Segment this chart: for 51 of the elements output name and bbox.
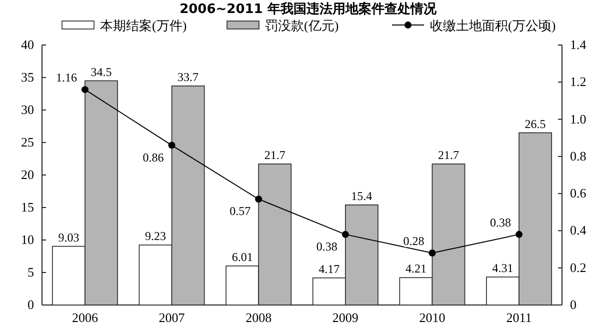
data-label: 33.7 [178,70,199,84]
y-tick-label: 40 [21,37,34,52]
x-tick-label: 2009 [332,310,358,325]
data-label: 26.5 [524,116,546,131]
y2-tick-label: 0.6 [570,186,587,201]
y2-tick-label: 1.4 [570,37,587,52]
legend-label: 罚没款(亿元) [265,18,339,33]
data-label: 0.86 [142,150,164,164]
data-label: 9.03 [58,230,80,244]
y2-tick-label: 1.2 [570,74,586,90]
data-label: 0.38 [316,239,338,254]
data-label: 15.4 [351,188,372,203]
legend-label: 本期结案(万件) [100,18,187,33]
data-label: 4.21 [405,262,426,276]
data-label: 4.31 [492,260,514,275]
y-tick-label: 0 [28,297,34,312]
y-tick-label: 10 [21,232,34,247]
y-tick-label: 25 [21,134,34,150]
point [428,250,436,256]
data-label: 21.7 [264,148,286,162]
x-tick-label: 2008 [246,310,272,325]
x-tick-label: 2006 [72,310,98,325]
y2-tick-label: 0 [570,297,576,312]
data-label: 21.7 [438,148,459,162]
data-label: 6.01 [232,250,253,264]
data-label: 1.16 [56,70,77,85]
y2-tick-label: 1.0 [570,111,586,126]
legend-label: 收缴土地面积(万公顷) [430,18,556,33]
data-label: 34.5 [90,64,112,79]
data-label: 0.57 [230,204,251,218]
y2-tick-label: 0.8 [570,148,586,164]
y-tick-label: 20 [21,167,34,182]
data-label: 9.23 [145,229,166,244]
point [255,196,262,203]
data-label: 0.28 [403,234,424,248]
point [516,230,523,238]
x-tick-label: 2010 [419,310,446,325]
y-tick-label: 5 [28,264,34,280]
y-tick-label: 15 [21,200,34,214]
chart-title: 2006~2011 年我国违法用地案件查处情况 [180,1,438,17]
point [81,86,88,94]
y2-tick-label: 0.2 [570,260,586,275]
point [168,142,176,149]
data-label: 0.38 [490,215,512,230]
point [342,230,349,238]
x-tick-label: 2007 [158,310,186,325]
data-label: 4.17 [318,262,340,276]
y-tick-label: 30 [21,102,34,117]
y2-tick-label: 0.4 [570,222,587,238]
x-tick-label: 2011 [506,310,532,325]
y-tick-label: 35 [21,70,34,84]
